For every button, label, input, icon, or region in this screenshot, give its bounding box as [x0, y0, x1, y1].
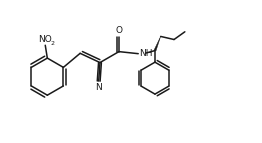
Polygon shape: [154, 36, 161, 51]
Text: NO: NO: [39, 35, 52, 44]
Text: 2: 2: [51, 41, 55, 46]
Text: O: O: [116, 26, 122, 35]
Text: NH: NH: [139, 49, 153, 58]
Text: N: N: [95, 83, 102, 92]
